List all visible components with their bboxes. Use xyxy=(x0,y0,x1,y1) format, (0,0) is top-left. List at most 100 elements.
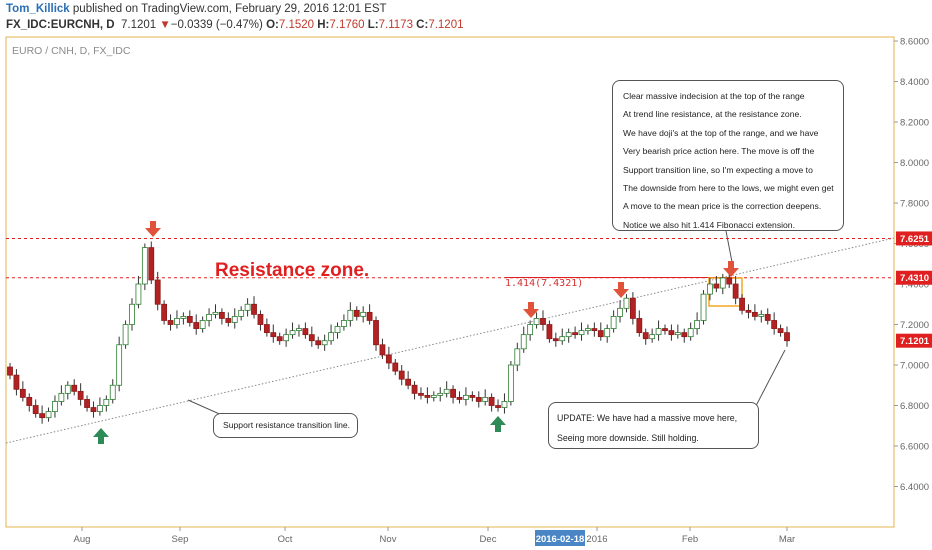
candle-body xyxy=(19,388,26,398)
y-tick-label: 8.2000 xyxy=(900,118,929,129)
candle-body xyxy=(463,394,469,400)
analysis-note[interactable]: Clear massive indecision at the top of t… xyxy=(612,80,844,231)
candle-body xyxy=(328,332,334,342)
candle-body xyxy=(148,247,155,281)
candle-body xyxy=(84,399,90,408)
author-link[interactable]: Tom_Killick xyxy=(6,3,70,15)
candle-body xyxy=(623,297,630,309)
candle-body xyxy=(777,328,784,334)
candle-body xyxy=(597,330,604,338)
close-label: C: xyxy=(416,19,429,31)
candle-body xyxy=(39,413,46,419)
symbol-label: FX_IDC:EURCNH, D xyxy=(6,19,115,31)
low-value: 7.1173 xyxy=(378,19,413,31)
down-arrow-icon xyxy=(145,221,161,237)
update-line: UPDATE: We have had a massive move here, xyxy=(557,413,738,423)
candle-body xyxy=(520,334,527,350)
candle-body xyxy=(251,303,257,315)
candle-body xyxy=(501,401,508,408)
candle-body xyxy=(456,397,463,400)
candle-body xyxy=(373,320,379,346)
change-arrow-icon: ▼ xyxy=(159,19,171,31)
candle-body xyxy=(713,283,720,289)
candle-body xyxy=(475,397,482,402)
candle-body xyxy=(668,330,675,336)
note-line: Support transition line, so I'm expectin… xyxy=(623,164,813,175)
open-label: O: xyxy=(266,19,279,31)
candle-body xyxy=(674,332,681,336)
candle-body xyxy=(546,324,553,340)
candle-body xyxy=(154,279,161,305)
candle-body xyxy=(745,309,752,313)
note-line: Very bearish price action here. The move… xyxy=(623,146,815,157)
y-tick-label: 7.0000 xyxy=(900,361,929,372)
candle-body xyxy=(109,384,116,400)
note-line: Notice we also hit 1.414 Fibonacci exten… xyxy=(623,219,795,230)
fib-extension-label: 1.414(7.4321) xyxy=(505,278,583,289)
price-tag xyxy=(896,270,932,285)
candle-body xyxy=(135,283,142,305)
y-tick-label: 6.4000 xyxy=(900,482,929,493)
down-arrow-icon xyxy=(523,302,539,318)
arrow-markers xyxy=(93,221,739,444)
candle-body xyxy=(219,311,225,319)
candle-body xyxy=(347,309,354,321)
candle-body xyxy=(141,247,148,285)
candle-body xyxy=(244,303,251,311)
candle-body xyxy=(315,340,322,346)
candle-body xyxy=(186,316,193,323)
price-tag xyxy=(896,231,932,246)
candle-body xyxy=(32,405,39,415)
candle-body xyxy=(559,336,566,342)
candle-body xyxy=(751,311,758,317)
last-price: 7.1201 xyxy=(121,19,157,31)
candle-body xyxy=(122,324,129,346)
y-tick-label: 8.4000 xyxy=(900,77,929,88)
up-arrow-icon xyxy=(93,428,109,444)
candle-body xyxy=(629,297,636,319)
y-tick-label: 8.6000 xyxy=(900,37,929,48)
candle-body xyxy=(687,328,694,338)
candle-body xyxy=(694,320,700,329)
drawing-lines xyxy=(5,230,895,444)
candle-body xyxy=(700,293,707,321)
candle-body xyxy=(585,328,591,331)
candle-body xyxy=(302,328,309,336)
publish-line: Tom_Killick published on TradingView.com… xyxy=(6,3,387,15)
published-text: published on TradingView.com, February 2… xyxy=(72,3,387,15)
candle-body xyxy=(52,401,58,412)
x-tick-label: Mar xyxy=(779,534,795,545)
x-tick-label: Dec xyxy=(480,534,497,545)
support-note[interactable]: Support resistance transition line. xyxy=(213,413,358,438)
x-tick-label: Sep xyxy=(172,534,189,545)
y-tick-label: 7.8000 xyxy=(900,199,929,210)
candle-body xyxy=(77,390,84,400)
candle-body xyxy=(161,303,168,321)
note-line: A move to the mean price is the correcti… xyxy=(623,201,822,212)
candle-body xyxy=(430,394,437,398)
candle-body xyxy=(732,283,739,299)
candle-body xyxy=(58,392,65,402)
candle-body xyxy=(739,297,745,311)
candle-body xyxy=(129,303,135,325)
price-tag-label: 7.6251 xyxy=(900,234,930,245)
candles xyxy=(7,241,790,424)
candle-body xyxy=(655,328,662,336)
price-tag xyxy=(896,333,932,348)
low-label: L: xyxy=(367,19,379,31)
x-tick-label: 2016 xyxy=(586,534,607,545)
candle-body xyxy=(578,330,585,336)
update-note[interactable]: UPDATE: We have had a massive move here,… xyxy=(548,402,759,449)
candle-body xyxy=(392,362,399,372)
price-tag-label: 7.4310 xyxy=(900,273,929,284)
candle-body xyxy=(495,405,501,408)
down-arrow-icon xyxy=(613,282,629,298)
up-arrow-icon xyxy=(490,416,506,432)
analysis-note-pointer xyxy=(725,230,733,263)
candle-body xyxy=(784,332,790,342)
candle-body xyxy=(206,313,212,321)
candle-body xyxy=(418,392,424,396)
candle-body xyxy=(604,328,611,338)
resistance-zone-label: Resistance zone. xyxy=(215,260,369,281)
